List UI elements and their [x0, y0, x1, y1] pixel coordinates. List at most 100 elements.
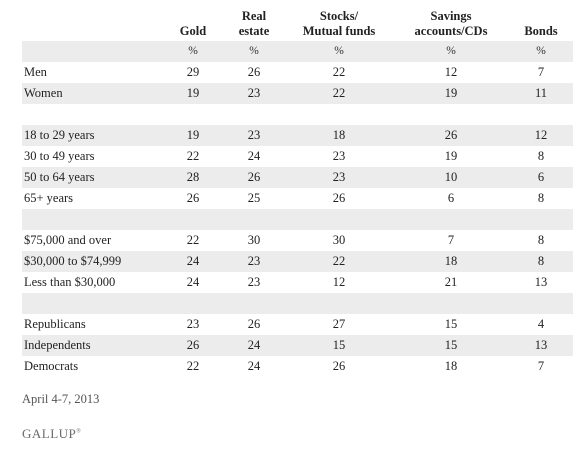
value-cell: 22 — [186, 359, 200, 373]
column-header-line: Gold — [179, 24, 207, 38]
group-separator — [22, 104, 573, 125]
value-cell: 6 — [447, 191, 455, 205]
value-cell: 8 — [537, 191, 545, 205]
row-label: Men — [24, 65, 47, 79]
footnote-date: April 4-7, 2013 — [22, 392, 100, 406]
value-cell: 18 — [444, 254, 458, 268]
value-cell: 23 — [247, 86, 261, 100]
value-cell: 12 — [444, 65, 458, 79]
value-cell: 12 — [332, 275, 346, 289]
value-cell: 29 — [186, 65, 200, 79]
column-header-row: Gold Real estate Stocks/Mutual funds Savings… — [22, 0, 573, 41]
column-header: Stocks/Mutual funds — [289, 9, 389, 39]
row-label: Less than $30,000 — [24, 275, 116, 289]
column-header-line: accounts/CDs — [414, 24, 488, 38]
data-table: Gold Real estate Stocks/Mutual funds Savings… — [22, 0, 573, 377]
value-cell: 22 — [186, 149, 200, 163]
value-cell: 23 — [247, 254, 261, 268]
value-cell: 19 — [444, 86, 458, 100]
value-cell: 21 — [444, 275, 458, 289]
column-header: Gold — [163, 24, 223, 39]
value-cell: 8 — [537, 149, 545, 163]
value-cell: 23 — [247, 128, 261, 142]
value-cell: 30 — [247, 233, 261, 247]
value-cell: 24 — [247, 338, 261, 352]
value-cell: 10 — [444, 170, 458, 184]
value-cell: 7 — [537, 359, 545, 373]
value-cell: 22 — [186, 233, 200, 247]
column-header: Bonds — [516, 24, 566, 39]
column-header-line: Bonds — [524, 24, 558, 38]
value-cell: 25 — [247, 191, 261, 205]
value-cell: 26 — [444, 128, 458, 142]
row-label: 18 to 29 years — [24, 128, 95, 142]
value-cell: 18 — [332, 128, 346, 142]
value-cell: 23 — [247, 275, 261, 289]
row-label: 50 to 64 years — [24, 170, 95, 184]
group-separator — [22, 293, 573, 314]
value-cell: 8 — [537, 254, 545, 268]
unit-cell: % — [188, 45, 198, 57]
group-separator — [22, 209, 573, 230]
trademark-mark: ® — [76, 428, 82, 435]
row-label: Democrats — [24, 359, 79, 373]
value-cell: 19 — [186, 128, 200, 142]
value-cell: 12 — [534, 128, 548, 142]
value-cell: 19 — [444, 149, 458, 163]
table-row: Democrats 22 24 26 18 7 — [22, 356, 573, 377]
value-cell: 18 — [444, 359, 458, 373]
table-row: 18 to 29 years 19 23 18 26 12 — [22, 125, 573, 146]
value-cell: 11 — [534, 86, 548, 100]
value-cell: 26 — [186, 191, 200, 205]
unit-cell: % — [536, 45, 546, 57]
value-cell: 24 — [247, 359, 261, 373]
gallup-logo-text: GALLUP — [22, 426, 77, 441]
table-row: Independents 26 24 15 15 13 — [22, 335, 573, 356]
value-cell: 26 — [186, 338, 200, 352]
value-cell: 24 — [186, 275, 200, 289]
table-row: Republicans 23 26 27 15 4 — [22, 314, 573, 335]
value-cell: 23 — [186, 317, 200, 331]
value-cell: 26 — [247, 65, 261, 79]
value-cell: 19 — [186, 86, 200, 100]
value-cell: 13 — [534, 338, 548, 352]
row-label: $75,000 and over — [24, 233, 112, 247]
value-cell: 23 — [332, 170, 346, 184]
row-label: $30,000 to $74,999 — [24, 254, 122, 268]
gallup-logo: GALLUP® — [22, 426, 81, 442]
value-cell: 24 — [247, 149, 261, 163]
value-cell: 26 — [247, 317, 261, 331]
table-row: 30 to 49 years 22 24 23 19 8 — [22, 146, 573, 167]
value-cell: 15 — [332, 338, 346, 352]
value-cell: 15 — [444, 317, 458, 331]
column-header-line: Real — [241, 9, 267, 23]
row-label: Independents — [24, 338, 91, 352]
table-row: Women 19 23 22 19 11 — [22, 83, 573, 104]
value-cell: 28 — [186, 170, 200, 184]
table-row: 50 to 64 years 28 26 23 10 6 — [22, 167, 573, 188]
table-row: $30,000 to $74,999 24 23 22 18 8 — [22, 251, 573, 272]
column-header-line: Savings — [430, 9, 472, 23]
table-body: %%%%% Men 29 26 22 12 7 Women 19 23 22 19 11 18 to 29… — [22, 41, 573, 377]
value-cell: 7 — [447, 233, 455, 247]
value-cell: 15 — [444, 338, 458, 352]
table-row: 65+ years 26 25 26 6 8 — [22, 188, 573, 209]
value-cell: 23 — [332, 149, 346, 163]
column-header-line: Mutual funds — [302, 24, 376, 38]
value-cell: 22 — [332, 254, 346, 268]
unit-cell: % — [446, 45, 456, 57]
value-cell: 22 — [332, 86, 346, 100]
value-cell: 26 — [332, 191, 346, 205]
value-cell: 7 — [537, 65, 545, 79]
row-label: Women — [24, 86, 63, 100]
unit-row: %%%%% — [22, 41, 573, 62]
value-cell: 24 — [186, 254, 200, 268]
unit-cell: % — [334, 45, 344, 57]
table-row: Less than $30,000 24 23 12 21 13 — [22, 272, 573, 293]
value-cell: 26 — [332, 359, 346, 373]
value-cell: 8 — [537, 233, 545, 247]
value-cell: 4 — [537, 317, 545, 331]
value-cell: 22 — [332, 65, 346, 79]
value-cell: 6 — [537, 170, 545, 184]
value-cell: 30 — [332, 233, 346, 247]
